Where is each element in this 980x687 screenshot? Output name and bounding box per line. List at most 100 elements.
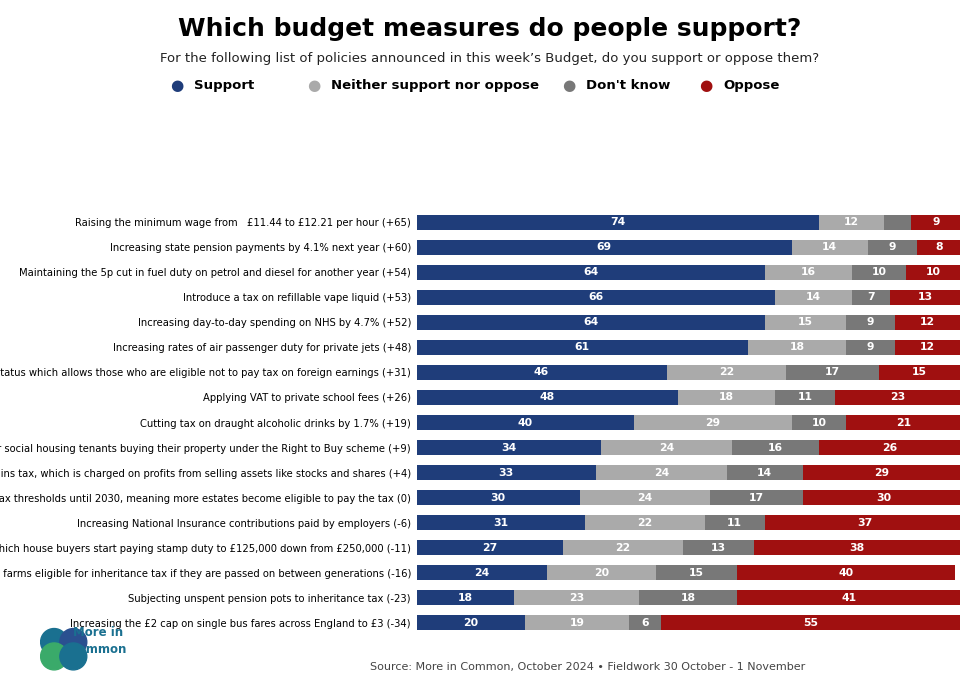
- Bar: [846, 415, 960, 430]
- Bar: [416, 365, 666, 380]
- Text: 30: 30: [491, 493, 506, 503]
- Text: 14: 14: [757, 468, 772, 477]
- Bar: [917, 240, 960, 255]
- Text: 12: 12: [920, 317, 935, 328]
- Bar: [710, 491, 803, 505]
- Text: 16: 16: [801, 267, 815, 278]
- Bar: [906, 265, 960, 280]
- Text: 15: 15: [689, 567, 704, 578]
- Text: 27: 27: [482, 543, 498, 552]
- Text: 12: 12: [844, 217, 859, 227]
- Text: 34: 34: [502, 442, 516, 453]
- Text: 48: 48: [539, 392, 555, 403]
- Bar: [416, 515, 585, 530]
- Bar: [416, 565, 547, 580]
- Text: 15: 15: [912, 368, 927, 377]
- Bar: [764, 315, 846, 330]
- Bar: [819, 215, 884, 229]
- Text: 6: 6: [641, 618, 649, 628]
- Bar: [416, 616, 525, 630]
- Bar: [666, 365, 786, 380]
- Text: 11: 11: [727, 517, 742, 528]
- Bar: [416, 415, 634, 430]
- Text: Don't know: Don't know: [586, 80, 670, 92]
- Bar: [754, 541, 960, 555]
- Text: 24: 24: [660, 442, 674, 453]
- Text: 13: 13: [710, 543, 726, 552]
- Text: Neither support nor oppose: Neither support nor oppose: [331, 80, 539, 92]
- Bar: [726, 465, 803, 480]
- Circle shape: [60, 629, 87, 655]
- Text: 17: 17: [825, 368, 840, 377]
- Text: 14: 14: [806, 293, 821, 302]
- Bar: [416, 340, 749, 354]
- Text: 17: 17: [749, 493, 764, 503]
- Bar: [585, 515, 705, 530]
- Text: 24: 24: [654, 468, 669, 477]
- Text: 15: 15: [798, 317, 812, 328]
- Text: 30: 30: [877, 493, 892, 503]
- Text: 40: 40: [517, 418, 533, 427]
- Bar: [416, 541, 564, 555]
- Bar: [835, 390, 960, 405]
- Bar: [884, 215, 911, 229]
- Bar: [737, 565, 955, 580]
- Text: 10: 10: [926, 267, 941, 278]
- Bar: [416, 590, 514, 605]
- Text: 18: 18: [681, 593, 696, 602]
- Text: 7: 7: [867, 293, 874, 302]
- Bar: [732, 440, 819, 455]
- Bar: [895, 315, 960, 330]
- Text: 22: 22: [615, 543, 631, 552]
- Bar: [514, 590, 640, 605]
- Bar: [580, 491, 710, 505]
- Text: 20: 20: [594, 567, 609, 578]
- Bar: [416, 265, 764, 280]
- Bar: [525, 616, 628, 630]
- Bar: [596, 465, 726, 480]
- Bar: [416, 465, 596, 480]
- Bar: [416, 315, 764, 330]
- Bar: [416, 240, 792, 255]
- Text: 23: 23: [569, 593, 585, 602]
- Bar: [416, 390, 677, 405]
- Text: 29: 29: [874, 468, 889, 477]
- Text: 18: 18: [458, 593, 473, 602]
- Text: For the following list of policies announced in this week’s Budget, do you suppo: For the following list of policies annou…: [161, 52, 819, 65]
- Text: 31: 31: [493, 517, 509, 528]
- Bar: [879, 365, 960, 380]
- Text: ●: ●: [562, 78, 575, 93]
- Text: ●: ●: [170, 78, 183, 93]
- Bar: [634, 415, 792, 430]
- Text: ●: ●: [307, 78, 320, 93]
- Text: 8: 8: [935, 243, 943, 252]
- Bar: [895, 340, 960, 354]
- Bar: [749, 340, 846, 354]
- Bar: [677, 390, 775, 405]
- Bar: [737, 590, 960, 605]
- Bar: [705, 515, 764, 530]
- Text: 55: 55: [804, 618, 818, 628]
- Bar: [775, 390, 835, 405]
- Text: 20: 20: [464, 618, 478, 628]
- Bar: [819, 440, 960, 455]
- Text: 29: 29: [706, 418, 720, 427]
- Circle shape: [60, 643, 87, 670]
- Text: 37: 37: [858, 517, 873, 528]
- Bar: [846, 340, 895, 354]
- Text: 64: 64: [583, 267, 598, 278]
- Text: 19: 19: [569, 618, 584, 628]
- Bar: [764, 515, 966, 530]
- Bar: [792, 415, 846, 430]
- Bar: [890, 290, 960, 304]
- Bar: [911, 215, 960, 229]
- Bar: [852, 265, 906, 280]
- Text: 38: 38: [850, 543, 864, 552]
- Bar: [662, 616, 960, 630]
- Text: 64: 64: [583, 317, 598, 328]
- Text: 9: 9: [867, 317, 874, 328]
- Bar: [775, 290, 852, 304]
- Text: 24: 24: [637, 493, 653, 503]
- Text: 18: 18: [790, 342, 805, 352]
- Text: 10: 10: [871, 267, 886, 278]
